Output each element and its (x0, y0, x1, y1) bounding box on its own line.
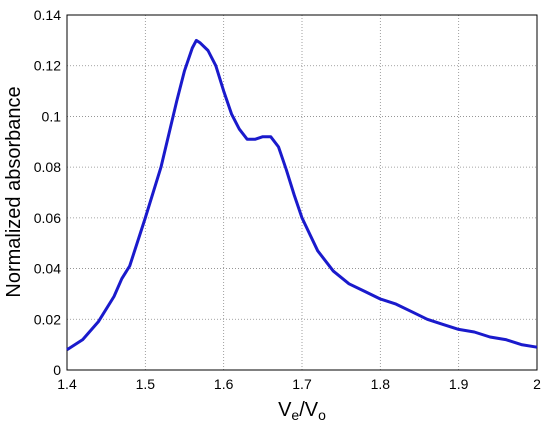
x-axis-label-subscript: e (291, 407, 299, 423)
x-tick-label: 1.4 (57, 376, 77, 392)
x-tick-label: 1.6 (214, 376, 234, 392)
y-tick-label: 0.1 (42, 108, 62, 124)
y-tick-label: 0.02 (34, 311, 61, 327)
y-tick-label: 0.04 (34, 261, 61, 277)
x-tick-label: 1.5 (136, 376, 156, 392)
y-tick-label: 0.06 (34, 210, 61, 226)
x-tick-label: 1.9 (449, 376, 469, 392)
x-tick-label: 1.7 (292, 376, 312, 392)
y-axis-label: Normalized absorbance (3, 86, 25, 297)
data-line (66, 38, 538, 351)
x-axis-label: Ve/Vo (278, 399, 326, 423)
x-axis-label-part: V (278, 399, 292, 421)
x-axis-label-subscript: o (318, 407, 326, 423)
y-tick-label: 0.12 (34, 58, 61, 74)
y-tick-label: 0 (53, 362, 61, 378)
plot-frame (66, 14, 538, 371)
x-tick-label: 2 (533, 376, 541, 392)
x-tick-label: 1.8 (371, 376, 391, 392)
x-axis-label-part: /V (299, 399, 319, 421)
y-tick-label: 0.08 (34, 159, 61, 175)
y-tick-label: 0.14 (34, 7, 61, 23)
